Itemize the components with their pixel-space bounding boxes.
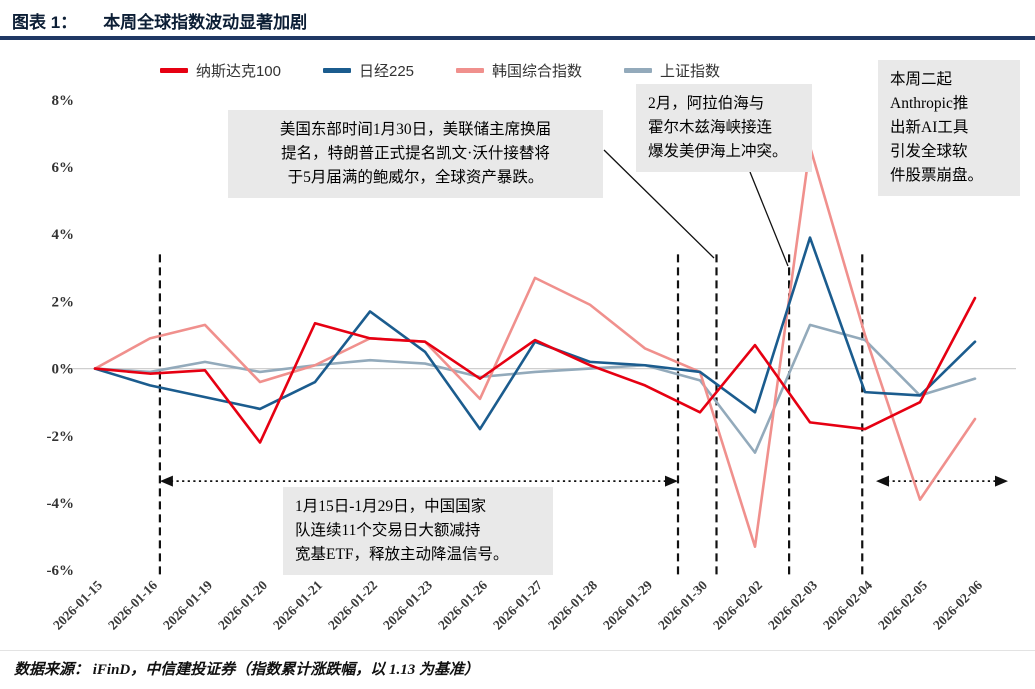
svg-text:2026-02-03: 2026-02-03 <box>765 577 820 632</box>
legend-item-shcomp: 上证指数 <box>624 60 720 81</box>
legend-item-nasdaq100: 纳斯达克100 <box>159 60 281 81</box>
svg-text:2026-01-28: 2026-01-28 <box>545 577 600 632</box>
svg-text:4%: 4% <box>52 227 75 243</box>
svg-text:2026-01-16: 2026-01-16 <box>105 577 160 632</box>
legend-label-shcomp: 上证指数 <box>660 63 721 80</box>
legend-swatch-nikkei225 <box>322 68 351 73</box>
svg-text:2026-02-02: 2026-02-02 <box>710 577 765 632</box>
annotation-etf-reduction: 1月15日-1月29日，中国国家 队连续11个交易日大额减持 宽基ETF，释放主… <box>283 487 553 576</box>
legend-swatch-nasdaq100 <box>159 68 188 73</box>
figure-label: 图表 1： <box>12 13 78 32</box>
svg-text:2026-02-06: 2026-02-06 <box>930 577 985 632</box>
legend-item-kospi: 韩国综合指数 <box>456 60 582 81</box>
annotation-us-iran-conflict: 2月，阿拉伯海与 霍尔木兹海峡接连 爆发美伊海上冲突。 <box>636 84 812 173</box>
svg-text:2026-01-29: 2026-01-29 <box>600 577 655 632</box>
svg-text:0%: 0% <box>52 362 75 378</box>
legend-label-kospi: 韩国综合指数 <box>492 63 583 80</box>
svg-text:2026-01-23: 2026-01-23 <box>380 577 435 632</box>
svg-text:2026-02-04: 2026-02-04 <box>820 577 875 632</box>
svg-text:2026-01-22: 2026-01-22 <box>325 577 380 632</box>
legend-swatch-shcomp <box>624 68 653 73</box>
legend-item-nikkei225: 日经225 <box>322 60 415 81</box>
svg-text:2%: 2% <box>52 294 75 310</box>
footer-divider <box>0 650 1035 651</box>
annotation-anthropic-ai-tools: 本周二起 Anthropic推 出新AI工具 引发全球软 件股票崩盘。 <box>878 60 1020 197</box>
svg-text:-2%: -2% <box>47 429 75 445</box>
svg-text:2026-02-05: 2026-02-05 <box>875 577 930 632</box>
annotation-fed-nomination: 美国东部时间1月30日，美联储主席换届 提名，特朗普正式提名凯文·沃什接替将 于… <box>228 110 603 199</box>
title-rule <box>0 36 1035 40</box>
svg-text:-6%: -6% <box>47 563 75 579</box>
figure-header: 图表 1： 本周全球指数波动显著加剧 <box>12 8 307 33</box>
svg-text:2026-01-20: 2026-01-20 <box>215 577 270 632</box>
svg-text:2026-01-27: 2026-01-27 <box>490 577 545 632</box>
svg-text:8%: 8% <box>52 93 75 109</box>
legend-label-nikkei225: 日经225 <box>358 63 415 80</box>
chart-legend: 纳斯达克100 日经225 韩国综合指数 上证指数 <box>0 60 880 81</box>
svg-text:6%: 6% <box>52 160 75 176</box>
svg-text:-4%: -4% <box>47 496 75 512</box>
svg-text:2026-01-19: 2026-01-19 <box>160 577 215 632</box>
svg-text:2026-01-30: 2026-01-30 <box>655 577 710 632</box>
data-source-note: 数据来源： iFinD，中信建投证券（指数累计涨跌幅，以 1.13 为基准） <box>14 662 480 678</box>
svg-text:2026-01-15: 2026-01-15 <box>50 577 105 632</box>
legend-swatch-kospi <box>456 68 485 73</box>
svg-text:2026-01-21: 2026-01-21 <box>270 577 325 632</box>
figure-title: 本周全球指数波动显著加剧 <box>103 13 308 32</box>
svg-text:2026-01-26: 2026-01-26 <box>435 577 490 632</box>
legend-label-nasdaq100: 纳斯达克100 <box>195 63 281 80</box>
